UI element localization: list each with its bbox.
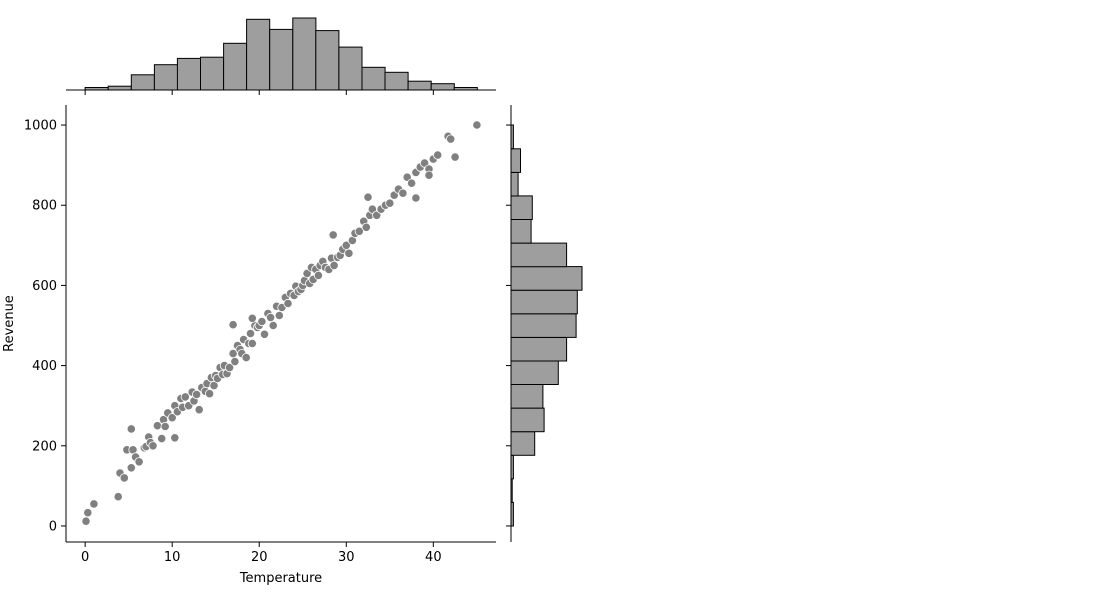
scatter-point: [194, 405, 204, 415]
right-histogram-bar: [510, 336, 568, 362]
y-tick-label: 0: [49, 519, 57, 534]
scatter-point: [341, 240, 351, 250]
scatter-point: [247, 313, 257, 323]
top-histogram-bar: [430, 83, 455, 91]
top-histogram-bar: [384, 71, 409, 91]
x-tick-label: 30: [338, 550, 355, 565]
scatter-point: [406, 178, 417, 188]
scatter-point: [372, 210, 382, 220]
right-histogram-bar: [510, 289, 578, 315]
scatter-point: [363, 192, 373, 202]
scatter-point: [160, 421, 170, 432]
top-histogram-bar: [130, 74, 155, 91]
scatter-point: [192, 389, 202, 400]
scatter-point: [245, 328, 256, 339]
scatter-point: [228, 320, 238, 330]
scatter-point: [113, 492, 123, 502]
right-marginal-histogram: [506, 105, 583, 542]
scatter-point: [134, 457, 144, 467]
right-histogram-bar: [510, 431, 536, 456]
right-histogram-bar: [510, 384, 544, 409]
x-tick-label: 40: [425, 550, 442, 565]
scatter-point: [450, 152, 460, 162]
top-histogram-bar: [246, 18, 271, 91]
top-histogram-bar: [407, 80, 432, 91]
scatter-point: [328, 230, 338, 240]
top-histogram-bar: [269, 28, 294, 91]
x-tick-label: 10: [164, 550, 181, 565]
top-histogram-bar: [223, 42, 248, 91]
scatter-point: [126, 424, 136, 434]
scatter-point: [209, 380, 219, 391]
right-histogram-bar: [510, 171, 519, 197]
scatter-point: [398, 188, 408, 198]
scatter-point: [411, 193, 421, 203]
scatter-point: [167, 413, 177, 423]
scatter-point: [247, 338, 257, 349]
scatter-point: [446, 134, 456, 144]
top-histogram-bar: [107, 85, 132, 91]
right-histogram-bar: [510, 242, 568, 268]
y-tick-label: 600: [32, 279, 57, 294]
right-histogram-bar: [510, 313, 577, 338]
right-histogram-bar: [510, 407, 545, 433]
scatter-point: [230, 356, 240, 367]
scatter-points: [81, 120, 482, 526]
y-tick-label: 1000: [24, 119, 57, 134]
right-histogram-bar: [510, 266, 583, 291]
right-histogram-bar: [510, 360, 559, 385]
scatter-point: [472, 120, 482, 130]
scatter-point: [81, 516, 91, 526]
scatter-point: [385, 198, 395, 208]
scatter-point: [119, 473, 129, 483]
scatter-point: [180, 392, 190, 402]
x-tick-label: 20: [251, 550, 268, 565]
scatter-point: [283, 298, 293, 309]
scatter-point: [265, 312, 276, 323]
scatter-point: [354, 226, 364, 236]
scatter-point: [83, 508, 93, 518]
scatter-point: [257, 316, 267, 327]
scatter-point: [126, 463, 136, 473]
top-histogram-bar: [338, 46, 363, 91]
x-axis-title: Temperature: [239, 571, 322, 586]
y-tick-label: 800: [32, 199, 57, 214]
top-histogram-bar: [200, 56, 225, 91]
y-tick-label: 200: [32, 439, 57, 454]
right-histogram-bar: [510, 195, 533, 220]
scatter-point: [225, 362, 235, 373]
right-histogram-bar: [510, 219, 532, 244]
scatter-point: [241, 352, 251, 363]
scatter-point: [424, 170, 434, 180]
scatter-point: [148, 441, 158, 451]
scatter-point: [344, 248, 354, 258]
y-tick-label: 400: [32, 359, 57, 374]
right-histogram-bar: [510, 148, 521, 173]
scatter-point: [329, 260, 339, 270]
top-histogram-bar: [153, 64, 178, 91]
scatter-point: [170, 433, 180, 443]
top-marginal-histogram: [66, 17, 496, 95]
top-histogram-bar: [361, 66, 386, 91]
scatter-point: [259, 329, 270, 339]
scatter-point: [313, 270, 323, 280]
scatter-point: [274, 310, 284, 321]
y-axis-title: Revenue: [2, 295, 17, 352]
scatter-point: [205, 389, 215, 399]
scatter-point: [361, 222, 371, 232]
scatter-point: [268, 320, 278, 331]
scatter-point: [89, 499, 99, 509]
top-histogram-bar: [315, 30, 340, 91]
x-tick-label: 0: [81, 550, 89, 565]
scatter-point: [433, 150, 443, 160]
scatter-point: [157, 433, 167, 444]
top-histogram-bar: [292, 17, 317, 91]
top-histogram-bar: [176, 57, 201, 91]
